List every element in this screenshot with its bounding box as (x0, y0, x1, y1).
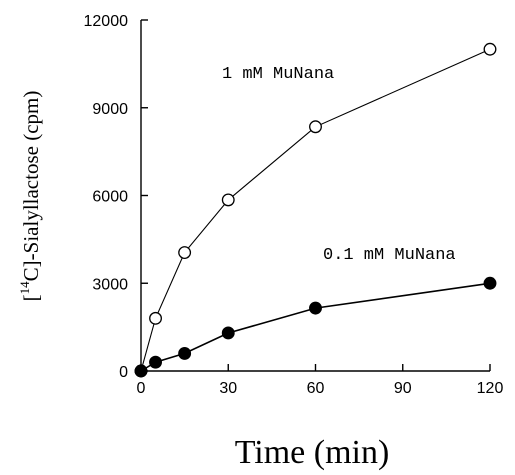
y-tick-label: 0 (119, 364, 128, 381)
x-tick-label: 90 (394, 380, 412, 397)
y-tick-label: 3000 (92, 276, 128, 293)
y-ticks: 0 3000 6000 9000 12000 (84, 13, 148, 381)
x-ticks: 0 30 60 90 120 (137, 364, 504, 397)
data-point-1mm (178, 246, 192, 259)
x-axis-label: Time (min) (235, 434, 390, 471)
data-point-1mm (483, 42, 497, 56)
y-axis-label: [14C]-Sialyllactose (cpm) (17, 91, 43, 302)
data-point-0-1mm (483, 276, 497, 290)
series-0-1mm (134, 276, 497, 378)
series-line-1mm (140, 48, 491, 372)
x-tick-label: 0 (137, 380, 146, 397)
y-tick-label: 9000 (92, 101, 128, 118)
data-point-0-1mm (309, 301, 322, 315)
series-layer (134, 42, 497, 378)
y-axis-label-open: [ (19, 294, 43, 301)
x-tick-label: 120 (477, 380, 504, 397)
data-point-0-1mm (149, 355, 162, 369)
x-axis: 0 30 60 90 120 (137, 364, 504, 397)
data-point-0-1mm (178, 347, 192, 360)
y-tick-label: 6000 (92, 189, 128, 206)
series-line-0-1mm (140, 282, 491, 372)
series-1mm (134, 42, 497, 378)
x-tick-label: 60 (307, 380, 325, 397)
y-axis-label-text: C]-Sialyllactose (cpm) (19, 91, 43, 282)
y-axis: 0 3000 6000 9000 12000 (84, 13, 148, 381)
data-point-0-1mm (221, 326, 235, 340)
data-point-1mm (309, 120, 322, 134)
series-label-0-1mm: 0.1 mM MuNana (323, 246, 456, 265)
y-axis-label-superscript: 14 (17, 281, 32, 295)
data-point-0-1mm (134, 364, 148, 378)
x-tick-label: 30 (219, 380, 237, 397)
y-tick-label: 12000 (84, 13, 129, 30)
series-label-1mm: 1 mM MuNana (222, 65, 334, 84)
data-point-1mm (221, 193, 235, 207)
data-point-1mm (149, 311, 162, 325)
